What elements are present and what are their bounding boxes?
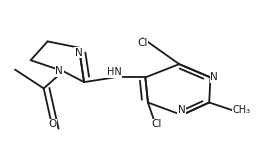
Text: N: N [56, 66, 63, 76]
Text: O: O [49, 119, 57, 129]
Text: N: N [178, 105, 186, 115]
Text: HN: HN [107, 67, 121, 77]
Text: N: N [75, 48, 83, 58]
Text: CH₃: CH₃ [233, 105, 251, 115]
Text: Cl: Cl [138, 38, 148, 48]
Text: Cl: Cl [152, 119, 162, 129]
Text: N: N [210, 72, 218, 82]
